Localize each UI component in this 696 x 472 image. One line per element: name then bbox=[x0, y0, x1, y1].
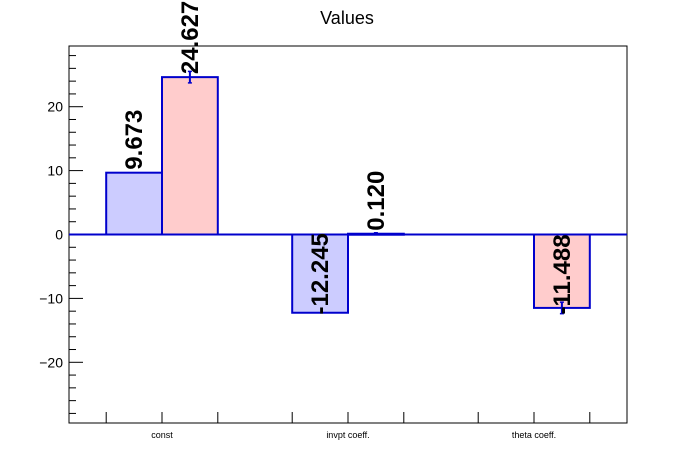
x-category-label: theta coeff. bbox=[512, 430, 556, 440]
x-category-label: const bbox=[151, 430, 173, 440]
y-tick-label: 20 bbox=[47, 99, 63, 115]
y-tick-label: −20 bbox=[39, 354, 63, 370]
bars bbox=[105, 70, 591, 315]
value-label: 9.673 bbox=[121, 110, 148, 170]
x-category-label: invpt coeff. bbox=[326, 430, 369, 440]
y-tick-label: 0 bbox=[55, 227, 63, 243]
value-label: -12.245 bbox=[307, 233, 334, 314]
bar bbox=[291, 233, 350, 314]
bar bbox=[161, 76, 219, 236]
bar bbox=[533, 233, 591, 309]
chart-title: Values bbox=[320, 8, 374, 28]
y-tick-label: −10 bbox=[39, 290, 63, 306]
bar bbox=[105, 171, 163, 236]
value-labels: 9.673 -12.245 24.627 0.120 -11.488 bbox=[121, 1, 576, 315]
x-axis: const invpt coeff. theta coeff. bbox=[105, 412, 591, 440]
value-label: -11.488 bbox=[549, 234, 576, 314]
y-axis: −20 −10 0 10 20 bbox=[39, 55, 83, 414]
value-label: 24.627 bbox=[177, 1, 204, 74]
y-tick-label: 10 bbox=[47, 163, 63, 179]
value-label: 0.120 bbox=[363, 171, 390, 231]
